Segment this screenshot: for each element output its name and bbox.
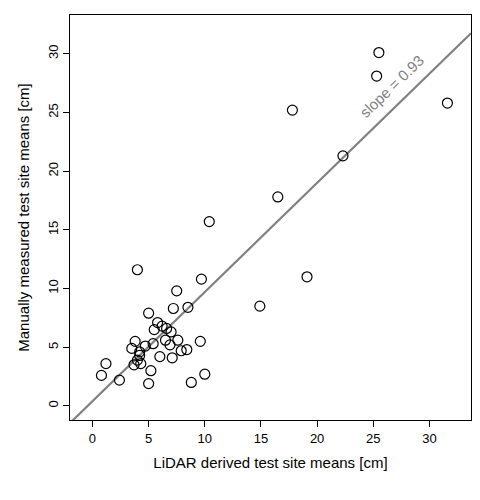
svg-text:Manually measured test site me: Manually measured test site means [cm] (15, 83, 32, 351)
svg-text:5: 5 (145, 431, 152, 446)
svg-text:10: 10 (46, 279, 61, 293)
svg-text:30: 30 (422, 431, 436, 446)
svg-text:LiDAR derived test site means: LiDAR derived test site means [cm] (153, 454, 387, 471)
svg-text:25: 25 (46, 103, 61, 117)
svg-text:20: 20 (310, 431, 324, 446)
svg-text:slope = 0.93: slope = 0.93 (356, 52, 427, 121)
svg-text:0: 0 (46, 400, 61, 407)
svg-text:30: 30 (46, 45, 61, 59)
svg-text:15: 15 (46, 221, 61, 235)
svg-text:25: 25 (366, 431, 380, 446)
svg-text:15: 15 (254, 431, 268, 446)
svg-text:0: 0 (89, 431, 96, 446)
svg-text:10: 10 (198, 431, 212, 446)
svg-text:20: 20 (46, 162, 61, 176)
svg-text:5: 5 (46, 342, 61, 349)
